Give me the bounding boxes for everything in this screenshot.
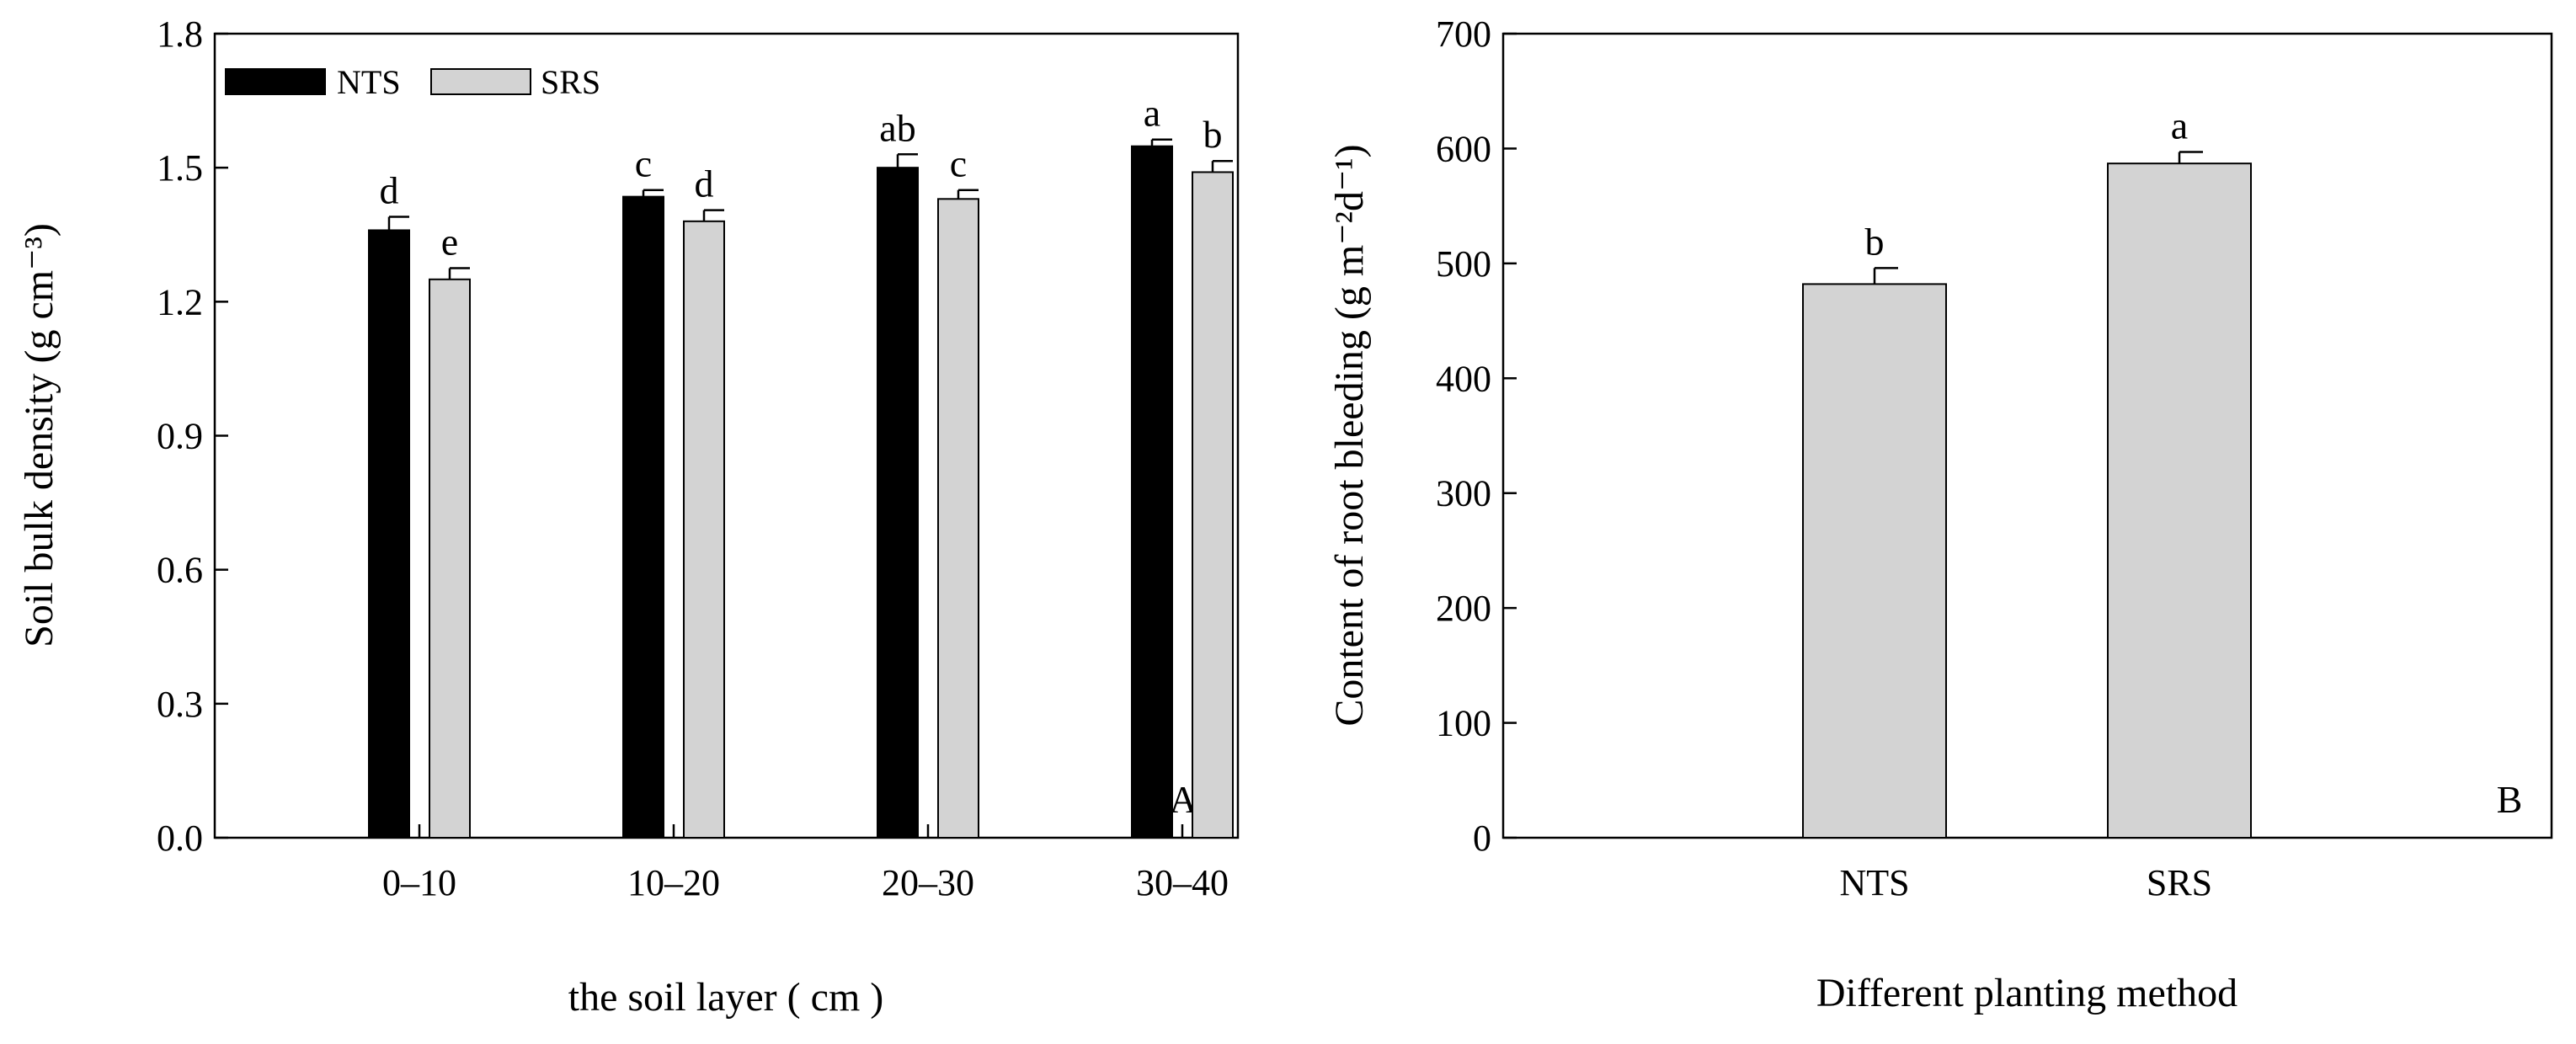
bar-srs-1 (683, 220, 725, 839)
panel-a-xlabel: the soil layer ( cm ) (568, 975, 884, 1020)
panel-b-ytick-label: 400 (1436, 358, 1491, 399)
panel-b-ytick-label: 300 (1436, 473, 1491, 514)
panel-b-ytick-label: 100 (1436, 703, 1491, 744)
significance-letter-nts-1: c (635, 142, 652, 185)
significance-letter-nts-2: ab (879, 106, 915, 149)
panel-b-frame (1501, 32, 2553, 839)
panel-b: Content of root bleeding (g m⁻²d⁻¹) Diff… (1327, 13, 2553, 1015)
panel-a-xtick-label: 20–30 (882, 862, 974, 903)
panel-b-ytick-label: 0 (1473, 818, 1491, 859)
legend-label-nts: NTS (337, 63, 401, 101)
panel-a-xtick-label: 0–10 (382, 862, 456, 903)
bar-srs-0 (429, 278, 471, 839)
legend-swatch-srs (430, 68, 531, 95)
panel-b-bars: ba (1802, 104, 2252, 839)
significance-letter-srs-2: c (950, 142, 967, 185)
panel-a-xtick-label: 10–20 (627, 862, 720, 903)
bar-srs-3 (1192, 171, 1234, 839)
panel-a-ytick-label: 0.0 (157, 818, 203, 859)
panel-b-ytick-label: 600 (1436, 128, 1491, 169)
significance-letter-nts-0: d (380, 169, 399, 212)
panel-a-ylabel: Soil bulk density (g cm⁻³) (17, 223, 61, 647)
panel-b-ticks: 0 100 200 300 400 500 600 700 NTS SRS (1436, 13, 2212, 903)
panel-b-xtick-label: NTS (1839, 862, 1909, 903)
bar-nts-2 (877, 167, 919, 839)
panel-b-xtick-label: SRS (2147, 862, 2212, 903)
panel-a-ticks: 0.0 0.3 0.6 0.9 1.2 1.5 1.8 0–10 10–20 20–30 30–40 (157, 13, 1229, 903)
bar-nts-0 (368, 229, 410, 839)
panel-a-xtick-label: 30–40 (1136, 862, 1229, 903)
panel-a-ytick-label: 0.9 (157, 416, 203, 457)
panel-b-ytick-label: 700 (1436, 13, 1491, 55)
panel-b-ytick-label: 500 (1436, 243, 1491, 285)
panel-b-xlabel: Different planting method (1816, 971, 2237, 1015)
significance-letter-nts: b (1865, 220, 1885, 263)
panel-a-ytick-label: 1.2 (157, 281, 203, 322)
panel-b-ytick-label: 200 (1436, 588, 1491, 629)
panel-a-ytick-label: 0.3 (157, 684, 203, 725)
legend-swatch-nts (225, 68, 326, 95)
panel-a-ytick-label: 1.5 (157, 147, 203, 189)
significance-letter-srs: a (2171, 104, 2188, 147)
panel-b-ylabel: Content of root bleeding (g m⁻²d⁻¹) (1327, 144, 1372, 726)
panel-a: Soil bulk density (g cm⁻³) the soil laye… (17, 13, 1240, 1020)
significance-letter-srs-1: d (695, 162, 714, 205)
significance-letter-srs-0: e (441, 221, 458, 264)
significance-letter-srs-3: b (1203, 113, 1223, 156)
bar-nts-1 (622, 195, 664, 839)
bar-srs-2 (937, 198, 979, 839)
bar-nts (1802, 283, 1947, 839)
legend: NTS SRS (225, 63, 600, 101)
significance-letter-nts-3: a (1144, 92, 1160, 135)
bar-srs (2107, 162, 2252, 839)
legend-label-srs: SRS (541, 63, 600, 101)
panel-a-ytick-label: 0.6 (157, 550, 203, 591)
panel-b-label: B (2497, 778, 2523, 821)
bar-nts-3 (1131, 145, 1173, 839)
panel-a-ytick-label: 1.8 (157, 13, 203, 55)
